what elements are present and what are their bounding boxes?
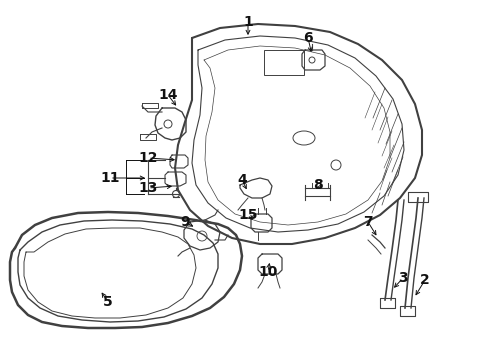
Text: 8: 8 [312, 178, 322, 192]
Text: 14: 14 [158, 88, 177, 102]
Text: 13: 13 [138, 181, 157, 195]
Text: 4: 4 [237, 173, 246, 187]
Text: 5: 5 [103, 295, 113, 309]
Text: 7: 7 [363, 215, 372, 229]
Text: 9: 9 [180, 215, 189, 229]
Text: 10: 10 [258, 265, 277, 279]
Text: 6: 6 [303, 31, 312, 45]
Text: 12: 12 [138, 151, 158, 165]
Text: 1: 1 [243, 15, 252, 29]
Text: 15: 15 [238, 208, 257, 222]
Text: 3: 3 [397, 271, 407, 285]
Text: 2: 2 [419, 273, 429, 287]
Text: 11: 11 [100, 171, 120, 185]
